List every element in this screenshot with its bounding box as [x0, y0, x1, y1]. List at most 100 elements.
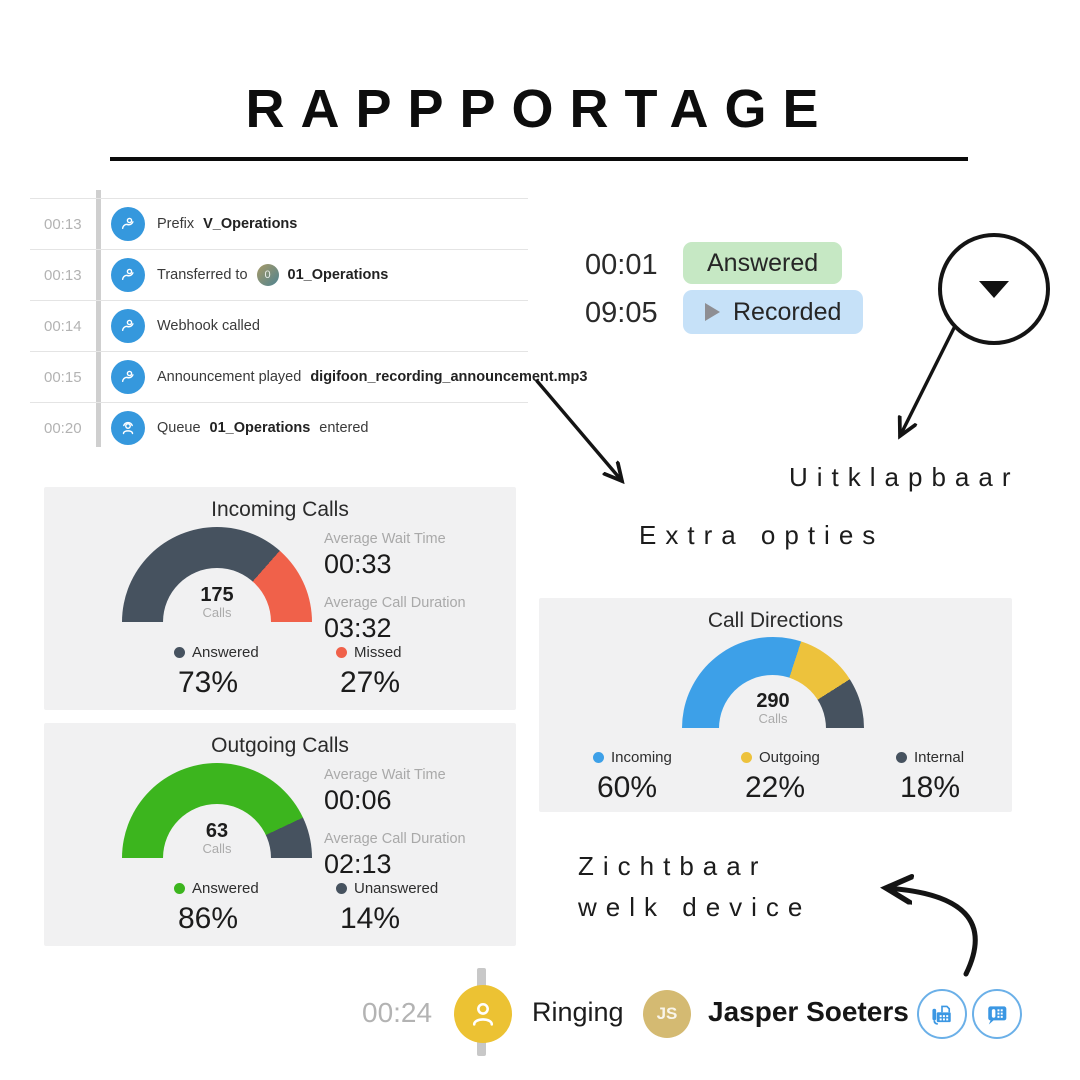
ringing-status-icon [454, 985, 512, 1043]
stats-block: Average Wait Time 00:06 Average Call Dur… [324, 767, 466, 895]
event-text: Prefix V_Operations [157, 216, 297, 232]
legend-percentage: 22% [745, 771, 806, 804]
title-underline [110, 157, 968, 161]
call-flow-icon [111, 309, 145, 343]
incoming-calls-gauge: 175 Calls [122, 527, 312, 623]
event-label: Announcement played [157, 369, 302, 385]
timeline-row-webhook: 00:14 Webhook called [30, 300, 528, 351]
legend-label: Missed [354, 644, 402, 661]
legend-answered: Answered 73% [174, 644, 259, 700]
legend-label: Outgoing [759, 749, 820, 766]
legend-dot [593, 752, 604, 763]
event-label: Webhook called [157, 318, 260, 334]
gauge-center: 290 Calls [682, 691, 864, 727]
recorded-badge-label: Recorded [733, 297, 842, 326]
legend-percentage: 60% [597, 771, 658, 804]
event-time: 00:15 [44, 368, 82, 386]
call-event-timeline: 00:13 Prefix V_Operations 00:13 [30, 190, 587, 453]
outgoing-calls-card: Outgoing Calls 63 Calls Average Wait Tim… [44, 723, 516, 946]
legend-dot [336, 647, 347, 658]
legend-dot [336, 883, 347, 894]
legend-label: Incoming [611, 749, 672, 766]
note-zichtbaar-line2: welk device [578, 892, 812, 922]
legend-percentage: 73% [178, 666, 239, 699]
stat-value: 03:32 [324, 613, 392, 643]
timeline-row-prefix: 00:13 Prefix V_Operations [30, 198, 528, 249]
chart-title: Outgoing Calls [211, 734, 349, 757]
incoming-calls-card: Incoming Calls 175 Calls Average Wait Ti… [44, 487, 516, 710]
legend-incoming: Incoming 60% [593, 749, 672, 805]
recorded-badge[interactable]: Recorded [683, 290, 864, 334]
softphone-icon [988, 1006, 1007, 1025]
event-suffix: entered [319, 420, 369, 436]
stat-value: 00:33 [324, 549, 392, 579]
agent-call-time: 00:24 [362, 997, 433, 1028]
event-text: Queue 01_Operations entered [157, 420, 368, 436]
stats-block: Average Wait Time 00:33 Average Call Dur… [324, 531, 466, 659]
legend-outgoing: Outgoing 22% [741, 749, 820, 805]
event-value: digifoon_recording_announcement.mp3 [310, 369, 588, 385]
queue-avatar: 0 [256, 264, 279, 286]
event-text: Webhook called [157, 318, 260, 334]
stat-value: 02:13 [324, 849, 392, 879]
event-value: 01_Operations [209, 420, 311, 436]
total-calls: 290 [756, 690, 790, 712]
timeline-row-transferred: 00:13 Transferred to 0 01_Operations [30, 249, 528, 300]
note-zichtbaar-line1: Zichtbaar [578, 851, 768, 881]
chart-title: Call Directions [707, 609, 844, 632]
stat-label: Average Wait Time [324, 767, 446, 783]
total-calls-label: Calls [758, 711, 788, 726]
event-label: Prefix [157, 216, 195, 232]
softphone-device-button[interactable] [972, 989, 1022, 1039]
recorded-time: 09:05 [585, 297, 658, 329]
legend-percentage: 14% [340, 902, 401, 935]
event-text: Transferred to 0 01_Operations [157, 264, 388, 286]
event-text: Announcement played digifoon_recording_a… [157, 369, 587, 385]
play-icon[interactable] [705, 303, 720, 321]
stat-value: 00:06 [324, 785, 392, 815]
event-time: 00:13 [44, 266, 82, 284]
legend-dot [174, 647, 185, 658]
call-flow-icon [111, 258, 145, 292]
legend-dot [741, 752, 752, 763]
desk-phone-icon [932, 1005, 951, 1025]
legend-percentage: 18% [900, 771, 961, 804]
timeline-row-announcement: 00:15 Announcement played digifoon_recor… [30, 351, 587, 402]
legend-label: Internal [914, 749, 965, 766]
legend-dot [896, 752, 907, 763]
total-calls-label: Calls [202, 841, 232, 856]
call-directions-gauge: 290 Calls [682, 637, 864, 729]
note-uitklapbaar: Uitklapbaar [789, 462, 1020, 492]
event-time: 00:14 [44, 317, 82, 335]
call-directions-card: Call Directions 290 Calls Incoming 60% O… [539, 598, 1012, 812]
event-time: 00:20 [44, 419, 82, 437]
stat-label: Average Wait Time [324, 531, 446, 547]
event-label: Queue [157, 420, 201, 436]
event-value: 01_Operations [287, 267, 389, 283]
legend-unanswered: Unanswered 14% [336, 880, 438, 936]
timeline-line [96, 190, 101, 447]
page-title: RAPPPORTAGE [245, 79, 835, 139]
timeline-row-queue: 00:20 Queue 01_Operations entered [30, 402, 528, 453]
chart-title: Incoming Calls [211, 498, 349, 521]
agent-avatar: JS [643, 990, 691, 1038]
stat-label: Average Call Duration [324, 595, 466, 611]
outgoing-calls-gauge: 63 Calls [122, 763, 312, 859]
note-extra-opties: Extra opties [639, 520, 885, 550]
gauge-center: 175 Calls [122, 585, 312, 621]
gauge-center: 63 Calls [122, 821, 312, 857]
expand-dropdown-button[interactable] [938, 233, 1050, 345]
legend-percentage: 27% [340, 666, 401, 699]
desk-phone-device-button[interactable] [917, 989, 967, 1039]
legend-internal: Internal 18% [896, 749, 964, 805]
answered-time: 00:01 [585, 249, 658, 281]
stat-label: Average Call Duration [324, 831, 466, 847]
total-calls: 175 [200, 584, 234, 606]
call-flow-icon [111, 360, 145, 394]
legend-percentage: 86% [178, 902, 239, 935]
legend-missed: Missed 27% [336, 644, 402, 700]
legend-answered: Answered 86% [174, 880, 259, 936]
legend-dot [174, 883, 185, 894]
chevron-down-icon[interactable] [979, 280, 1009, 298]
